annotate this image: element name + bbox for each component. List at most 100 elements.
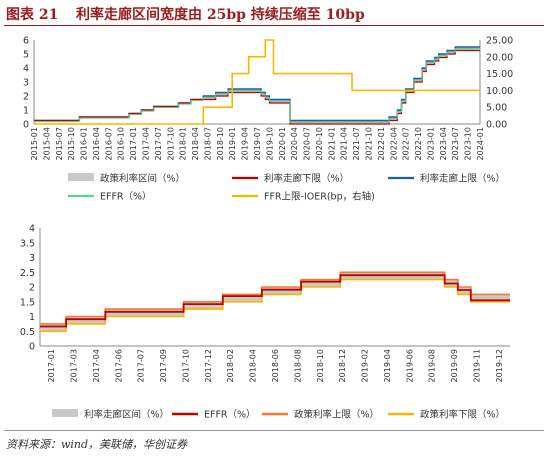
x-tick-label: 2019-11	[472, 349, 481, 382]
y-left-tick-label: 3	[23, 78, 29, 89]
x-tick-label: 2016-10	[117, 127, 126, 160]
y-left-tick-label: 1	[23, 106, 29, 117]
x-tick-label: 2017-09	[159, 349, 168, 382]
legend-corridor-band-label: 利率走廊区间（%）	[84, 409, 169, 421]
y-tick-label: 2.5	[20, 268, 35, 279]
source-note: 资料来源：wind，美联储，华创证券	[6, 438, 188, 451]
corridor-chart-2015-2024: 0 1 2 3 4 5 6 0.00 5.00 10.00 15.00 20.00 25.00 2015-…	[23, 36, 513, 203]
x-tick-label: 2017-01	[47, 349, 56, 382]
y-tick-label: 0	[29, 342, 35, 353]
y-tick-label: 3.5	[20, 238, 35, 249]
x-tick-label: 2019-02	[361, 349, 370, 382]
x-tick-label: 2018-04	[191, 127, 200, 160]
y-right-tick-label: 5.00	[486, 103, 507, 114]
y-right-tick-label: 0.00	[486, 120, 507, 131]
x-tick-label: 2019-06	[405, 349, 414, 382]
x-tick-label: 2016-01	[80, 127, 89, 160]
legend-corridor-upper-label: 利率走廊上限（%）	[420, 173, 505, 185]
x-tick-label: 2018-08	[293, 349, 302, 382]
corridor-lower-line	[34, 49, 480, 125]
effr-line	[34, 48, 480, 123]
x-tick-label: 2023-10	[464, 127, 473, 160]
y-tick-label: 0.5	[20, 327, 35, 338]
y-right-tick-label: 20.00	[486, 52, 513, 63]
y-left-tick-label: 5	[23, 50, 29, 61]
x-tick-label: 2019-04	[241, 127, 250, 160]
y-left-tick-label: 2	[23, 92, 29, 103]
legend-policy-band-label: 政策利率区间（%）	[100, 173, 185, 185]
figure-header: 图表 21 利率走廊区间宽度由 25bp 持续压缩至 10bp	[4, 3, 544, 26]
y-tick-label: 4	[29, 224, 35, 235]
x-tick-label: 2021-01	[327, 127, 336, 160]
x-tick-label: 2019-08	[428, 349, 437, 382]
x-tick-label: 2017-06	[114, 349, 123, 382]
legend-corridor-lower-label: 利率走廊下限（%）	[264, 173, 349, 185]
legend-effr-label: EFFR（%）	[100, 191, 152, 203]
x-tick-label: 2018-10	[216, 127, 225, 160]
x-tick-label: 2022-07	[402, 127, 411, 160]
x-tick-label: 2020-07	[303, 127, 312, 160]
x-tick-label: 2017-10	[166, 127, 175, 160]
x-tick-label: 2017-04	[92, 349, 101, 382]
y-tick-label: 3	[29, 253, 35, 264]
x-tick-label: 2022-04	[389, 127, 398, 160]
x-tick-label: 2021-10	[365, 127, 374, 160]
y-right-tick-label: 15.00	[486, 69, 513, 80]
figure-label: 图表 21	[6, 7, 59, 23]
x-tick-label: 2019-10	[265, 127, 274, 160]
legend-corridor-band-swatch	[52, 409, 78, 417]
policy-rate-band	[34, 46, 480, 124]
x-tick-label: 2016-04	[92, 127, 101, 160]
x-tick-label: 2017-01	[129, 127, 138, 160]
legend-ffr-ioer-spread-label: FFR上限-IOER(bp，右轴)	[264, 191, 375, 203]
x-tick-label: 2018-06	[271, 349, 280, 382]
x-tick-label: 2020-10	[315, 127, 324, 160]
x-tick-label: 2018-01	[179, 127, 188, 160]
x-tick-label: 2017-12	[204, 349, 213, 382]
x-tick-label: 2019-04	[383, 349, 392, 382]
x-tick-label: 2018-04	[249, 349, 258, 382]
x-tick-label: 2019-07	[253, 127, 262, 160]
x-tick-label: 2022-01	[377, 127, 386, 160]
legend-policy-lower-label: 政策利率下限（%）	[420, 409, 505, 421]
x-tick-label: 2018-02	[226, 349, 235, 382]
x-tick-label: 2023-01	[426, 127, 435, 160]
legend-policy-band-swatch	[68, 173, 94, 181]
x-tick-label: 2018-07	[203, 127, 212, 160]
x-tick-label: 2023-04	[439, 127, 448, 160]
y-right-tick-label: 25.00	[486, 36, 513, 47]
x-tick-label: 2015-10	[67, 127, 76, 160]
x-tick-label: 2017-07	[137, 349, 146, 382]
y-tick-label: 1.5	[20, 297, 35, 308]
corridor-upper-line	[34, 46, 480, 122]
x-tick-label: 2019-09	[450, 349, 459, 382]
x-tick-label: 2015-04	[42, 127, 51, 160]
x-tick-label: 2019-12	[495, 349, 504, 382]
x-tick-label: 2018-10	[316, 349, 325, 382]
x-tick-label: 2020-01	[278, 127, 287, 160]
legend-policy-upper-label: 政策利率上限（%）	[294, 409, 379, 421]
ffr-ioer-spread-line	[34, 39, 480, 125]
x-tick-label: 2015-01	[30, 127, 39, 160]
legend-effr-label: EFFR（%）	[204, 409, 256, 421]
y-tick-label: 1	[29, 312, 35, 323]
y-tick-label: 2	[29, 283, 35, 294]
x-tick-label: 2020-04	[290, 127, 299, 160]
x-tick-label: 2021-07	[352, 127, 361, 160]
effr-line	[40, 274, 510, 328]
x-tick-label: 2017-10	[181, 349, 190, 382]
x-tick-label: 2024-01	[476, 127, 485, 160]
x-tick-label: 2015-07	[55, 127, 64, 160]
y-left-tick-label: 6	[23, 36, 29, 47]
x-tick-label: 2021-04	[340, 127, 349, 160]
corridor-chart-2017-2019: 0 0.5 1 1.5 2 2.5 3 3.5 4 2017-01 2017-03 2017-04 20…	[20, 224, 510, 421]
x-tick-label: 2019-01	[228, 127, 237, 160]
y-right-tick-label: 10.00	[486, 86, 513, 97]
corridor-band	[40, 272, 510, 332]
x-tick-label: 2017-04	[142, 127, 151, 160]
source-separator	[4, 430, 544, 431]
x-tick-label: 2017-03	[70, 349, 79, 382]
x-tick-label: 2022-10	[414, 127, 423, 160]
x-tick-label: 2018-12	[338, 349, 347, 382]
y-left-tick-label: 4	[23, 64, 29, 75]
